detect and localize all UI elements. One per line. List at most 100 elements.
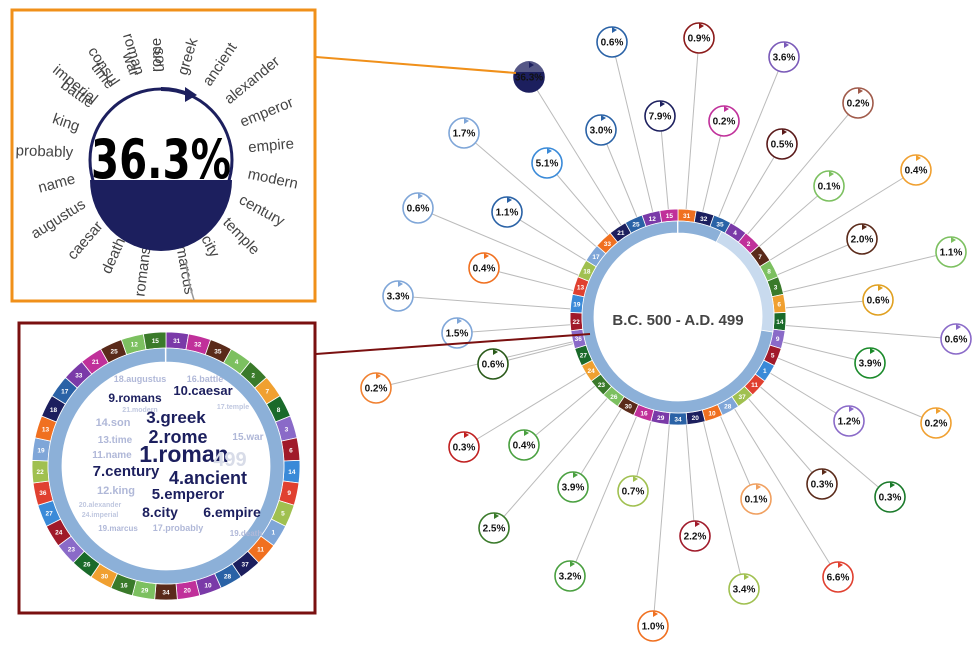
topic-bubble[interactable]: 0.3% — [448, 431, 480, 463]
ring-segment-number: 32 — [700, 216, 708, 223]
topic-bubble[interactable]: 0.5% — [766, 128, 798, 160]
topic-bubble[interactable]: 0.4% — [468, 252, 500, 284]
topic-bubble[interactable]: 1.7% — [448, 117, 480, 149]
ring-segment-number: 23 — [598, 382, 606, 389]
ring-segment-number: 30 — [625, 404, 633, 411]
topic-bubble[interactable]: 0.7% — [617, 475, 649, 507]
topic-percentage: 0.7% — [622, 487, 645, 498]
topic-connector — [463, 372, 586, 448]
ring-segment-number: 25 — [632, 222, 640, 229]
topic-bubble[interactable]: 2.5% — [478, 512, 510, 544]
topic-percentage: 0.2% — [925, 419, 948, 430]
zoom-bubble-fill — [90, 180, 232, 251]
topic-bubble[interactable]: 1.0% — [637, 610, 669, 642]
topic-bubble[interactable]: 6.6% — [822, 561, 854, 593]
topic-bubble[interactable]: 3.4% — [728, 573, 760, 605]
topic-percentage: 1.2% — [838, 417, 861, 428]
direction-arrow-icon — [570, 561, 575, 567]
topic-bubble[interactable]: 0.3% — [874, 481, 906, 513]
ring-segment-number: 7 — [758, 254, 762, 261]
topic-connector — [493, 398, 608, 529]
topic-bubble[interactable]: 3.3% — [382, 280, 414, 312]
topic-percentage: 1.5% — [446, 329, 469, 340]
inset-ring-number: 29 — [141, 588, 149, 595]
topic-connector — [375, 341, 573, 389]
direction-arrow-icon — [398, 281, 403, 287]
topic-bubble[interactable]: 0.2% — [360, 372, 392, 404]
inset-ring-number: 21 — [92, 359, 100, 366]
topic-percentage: 0.5% — [771, 140, 794, 151]
inset-ring-number: 23 — [68, 547, 76, 554]
topic-bubble[interactable]: 1.2% — [833, 405, 865, 437]
topic-connector — [747, 102, 859, 235]
ring-segment-number: 29 — [657, 415, 665, 422]
inset-ring-number: 11 — [257, 547, 264, 554]
topic-percentage: 0.3% — [811, 480, 834, 491]
topic-bubble[interactable]: 3.0% — [585, 114, 617, 146]
topic-percentage: 3.2% — [559, 572, 582, 583]
topic-percentage: 0.3% — [879, 493, 902, 504]
ranked-keyword: 4.ancient — [169, 468, 247, 488]
direction-arrow-icon — [784, 42, 789, 48]
topic-bubble[interactable]: 0.4% — [900, 154, 932, 186]
topic-bubble[interactable]: 0.6% — [596, 26, 628, 58]
direction-arrow-icon — [822, 469, 827, 475]
topic-bubble[interactable]: 0.2% — [842, 87, 874, 119]
direction-arrow-icon — [862, 224, 867, 230]
ring-segment-number: 18 — [583, 269, 591, 276]
topic-bubble[interactable]: 5.1% — [531, 147, 563, 179]
topic-bubble[interactable]: 0.2% — [920, 407, 952, 439]
topic-bubble[interactable]: 36.3% — [513, 61, 545, 93]
inset-ring-number: 8 — [277, 407, 281, 414]
topic-bubble[interactable]: 3.9% — [557, 471, 589, 503]
ranked-keyword: 14.son — [96, 417, 131, 429]
direction-arrow-icon — [870, 348, 875, 354]
topic-bubble[interactable]: 3.6% — [768, 41, 800, 73]
topic-bubble[interactable]: 0.6% — [402, 192, 434, 224]
topic-bubble[interactable]: 0.2% — [708, 105, 740, 137]
topic-bubble[interactable]: 1.5% — [441, 317, 473, 349]
topic-percentage: 3.4% — [733, 585, 756, 596]
topic-bubble[interactable]: 0.9% — [683, 22, 715, 54]
topic-percentage: 3.9% — [562, 483, 585, 494]
topic-bubble[interactable]: 1.1% — [935, 236, 967, 268]
direction-arrow-icon — [464, 432, 469, 438]
topic-connector — [777, 357, 937, 424]
topic-percentage: 2.2% — [684, 532, 707, 543]
topic-bubble[interactable]: 0.1% — [813, 170, 845, 202]
ring-segment-number: 37 — [738, 394, 746, 401]
direction-arrow-icon — [699, 23, 704, 29]
direction-arrow-icon — [858, 88, 863, 94]
topic-bubble[interactable]: 0.1% — [740, 483, 772, 515]
direction-arrow-icon — [653, 611, 658, 617]
ring-segment-number: 35 — [716, 222, 724, 229]
inset-ring-number: 28 — [224, 573, 232, 580]
topic-bubble[interactable]: 7.9% — [644, 100, 676, 132]
topic-percentage: 2.0% — [851, 235, 874, 246]
topic-bubble[interactable]: 0.4% — [508, 429, 540, 461]
ring-segment-number: 11 — [751, 382, 758, 389]
topic-bubble[interactable]: 2.2% — [679, 520, 711, 552]
radial-keyword: son — [151, 47, 169, 72]
ring-segment-number: 16 — [640, 411, 648, 418]
direction-arrow-icon — [744, 574, 749, 580]
ranked-keyword: 12.king — [97, 485, 135, 497]
topic-bubble[interactable]: 3.9% — [854, 347, 886, 379]
direction-arrow-icon — [464, 118, 469, 124]
topic-bubble[interactable]: 2.0% — [846, 223, 878, 255]
ranked-keyword: 17.probably — [153, 523, 204, 533]
topic-bubble[interactable]: 0.3% — [806, 468, 838, 500]
topic-bubble[interactable]: 0.6% — [862, 284, 894, 316]
direction-arrow-icon — [956, 324, 961, 330]
inset-ring-number: 33 — [75, 373, 83, 380]
topic-bubble[interactable]: 1.1% — [491, 196, 523, 228]
ranked-keyword: 15.war — [232, 432, 263, 443]
topic-bubble[interactable]: 3.2% — [554, 560, 586, 592]
inset-ring-number: 22 — [36, 469, 44, 476]
direction-arrow-icon — [612, 27, 617, 33]
topic-percentage: 3.9% — [859, 359, 882, 370]
topic-bubble[interactable]: 0.6% — [940, 323, 972, 355]
direction-arrow-icon — [756, 484, 761, 490]
topic-bubble[interactable]: 0.6% — [477, 348, 509, 380]
